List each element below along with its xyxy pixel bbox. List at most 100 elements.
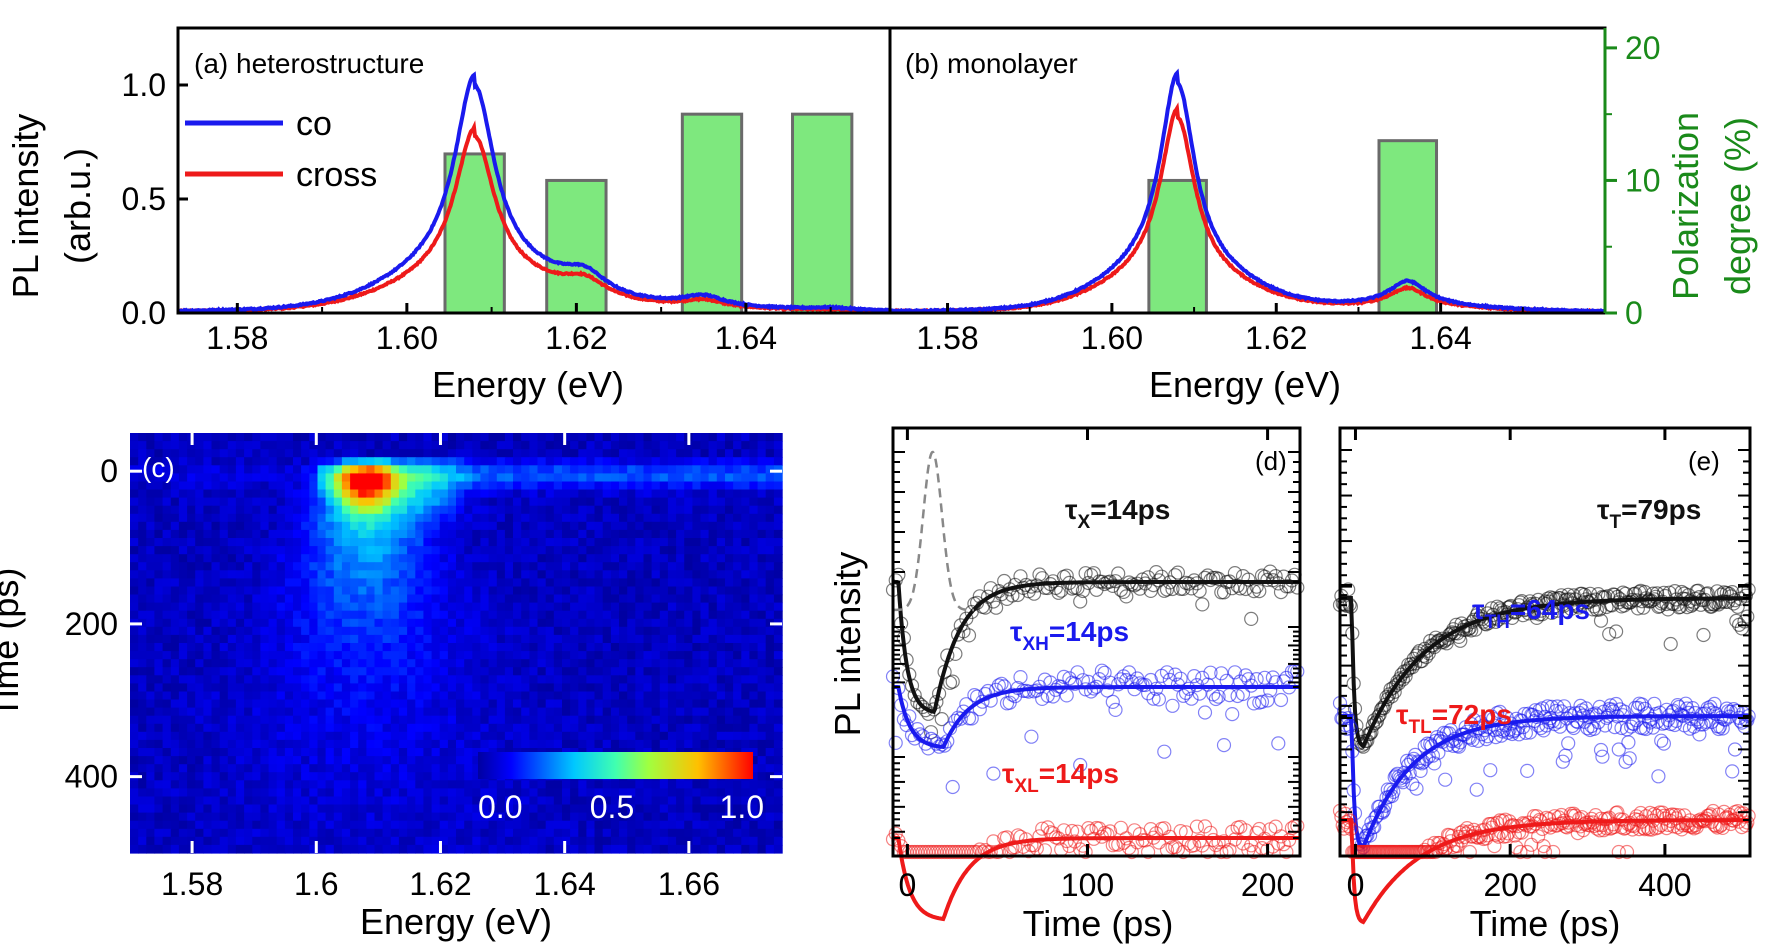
heatmap-cell: [407, 772, 416, 781]
heatmap-cell: [586, 586, 596, 596]
heatmap-cell: [130, 643, 139, 652]
heatmap-cell: [659, 546, 669, 555]
heatmap-cell: [358, 667, 367, 676]
heatmap-cell: [513, 820, 522, 830]
heatmap-cell: [562, 796, 571, 806]
heatmap-cell: [537, 699, 547, 709]
heatmap-cell: [325, 723, 335, 733]
heatmap-cell: [309, 594, 319, 604]
heatmap-cell: [293, 610, 302, 620]
heatmap-cell: [227, 610, 237, 620]
heatmap-cell: [130, 820, 139, 830]
heatmap-cell: [537, 578, 547, 588]
heatmap-cell: [716, 473, 726, 483]
heatmap-cell: [488, 812, 498, 822]
heatmap-cell: [252, 602, 262, 612]
heatmap-cell: [333, 804, 343, 814]
heatmap-cell: [472, 699, 482, 709]
heatmap-cell: [439, 473, 449, 483]
heatmap-cell: [667, 554, 677, 563]
heatmap-cell: [325, 796, 335, 806]
heatmap-cell: [187, 683, 196, 693]
heatmap-cell: [594, 731, 604, 741]
heatmap-cell: [529, 538, 539, 547]
heatmap-cell: [504, 796, 514, 806]
heatmap-cell: [602, 610, 612, 620]
heatmap-cell: [553, 433, 563, 442]
panel-a-spectra: [178, 71, 890, 313]
heatmap-cell: [602, 497, 612, 507]
heatmap-cell: [284, 521, 294, 531]
heatmap-cell: [390, 505, 400, 515]
heatmap-cell: [733, 723, 742, 733]
heatmap-cell: [480, 634, 490, 644]
heatmap-cell: [252, 715, 262, 725]
heatmap-cell: [407, 513, 416, 523]
heatmap-cell: [504, 441, 514, 450]
heatmap-cell: [578, 683, 588, 693]
heatmap-cell: [586, 505, 596, 515]
heatmap-cell: [741, 538, 751, 547]
heatmap-cell: [472, 538, 482, 547]
heatmap-cell: [178, 772, 188, 781]
heatmap-cell: [390, 594, 400, 604]
heatmap-cell: [456, 683, 465, 693]
heatmap-cell: [309, 820, 319, 830]
x-tick-label: 1.6: [294, 866, 338, 902]
heatmap-cell: [407, 739, 416, 749]
heatmap-cell: [578, 643, 588, 652]
heatmap-cell: [480, 675, 490, 684]
heatmap-cell: [627, 796, 636, 806]
heatmap-cell: [407, 465, 416, 474]
heatmap-cell: [716, 739, 726, 749]
heatmap-cell: [439, 764, 449, 773]
heatmap-cell: [610, 715, 620, 725]
heatmap-cell: [252, 570, 262, 579]
heatmap-cell: [708, 659, 718, 668]
heatmap-cell: [456, 570, 465, 579]
heatmap-cell: [227, 699, 237, 709]
heatmap-cell: [749, 739, 759, 749]
heatmap-cell: [594, 441, 604, 450]
heatmap-cell: [244, 707, 253, 717]
heatmap-cell: [488, 659, 498, 668]
heatmap-cell: [643, 529, 653, 539]
heatmap-cell: [545, 820, 555, 830]
heatmap-cell: [219, 699, 229, 709]
heatmap-cell: [309, 634, 319, 644]
heatmap-cell: [162, 505, 172, 515]
heatmap-cell: [407, 659, 416, 668]
heatmap-cell: [398, 465, 408, 474]
heatmap-cell: [700, 780, 710, 789]
heatmap-cell: [619, 667, 628, 676]
heatmap-cell: [423, 739, 433, 749]
heatmap-cell: [407, 554, 416, 563]
heatmap-cell: [130, 449, 139, 458]
heatmap-cell: [358, 707, 367, 717]
heatmap-cell: [317, 473, 327, 483]
heatmap-cell: [162, 570, 172, 579]
data-marker: [1263, 564, 1278, 579]
heatmap-cell: [235, 820, 245, 830]
heatmap-cell: [301, 602, 310, 612]
heatmap-cell: [415, 796, 425, 806]
data-marker: [1032, 567, 1047, 582]
heatmap-cell: [708, 739, 718, 749]
heatmap-cell: [456, 449, 465, 458]
heatmap-cell: [341, 788, 351, 798]
heatmap-cell: [716, 546, 726, 555]
heatmap-cell: [162, 651, 172, 660]
heatmap-cell: [725, 538, 734, 547]
heatmap-cell: [643, 651, 653, 660]
heatmap-cell: [227, 651, 237, 660]
heatmap-cell: [227, 529, 237, 539]
heatmap-cell: [586, 675, 596, 684]
heatmap-cell: [398, 594, 408, 604]
heatmap-cell: [415, 497, 425, 507]
heatmap-cell: [358, 578, 367, 588]
data-marker: [1170, 565, 1186, 580]
heatmap-cell: [488, 739, 498, 749]
heatmap-cell: [252, 836, 262, 846]
heatmap-cell: [195, 618, 204, 628]
heatmap-cell: [488, 828, 498, 838]
